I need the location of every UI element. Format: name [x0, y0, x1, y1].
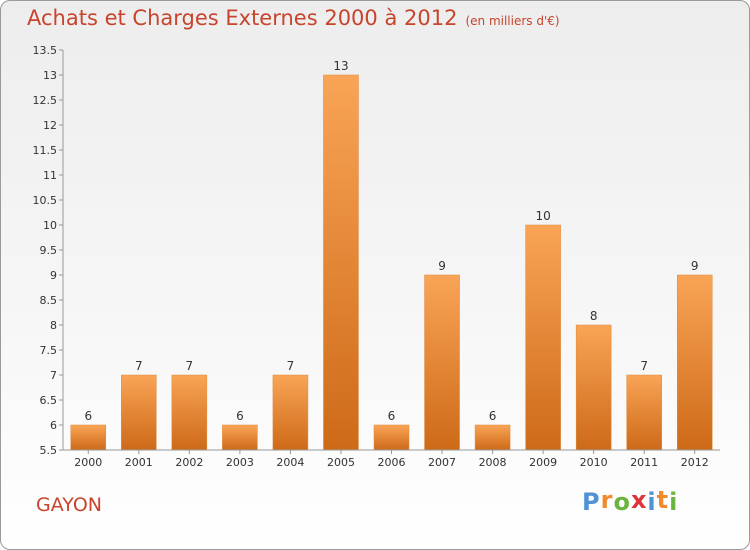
- bar-2010: [575, 324, 612, 451]
- data-label-2007: 9: [438, 259, 446, 273]
- chart-subtitle: (en milliers d'€): [465, 14, 560, 28]
- x-tick-label-2011: 2011: [630, 456, 658, 469]
- x-tick-label-2001: 2001: [125, 456, 153, 469]
- x-tick-label-2007: 2007: [428, 456, 456, 469]
- logo-letter: x: [630, 486, 648, 514]
- logo-letter: i: [669, 488, 679, 516]
- bar-2009: [525, 224, 561, 451]
- chart-title-text: Achats et Charges Externes 2000 à 2012: [27, 6, 458, 30]
- data-label-2006: 6: [388, 409, 396, 423]
- bar-2003: [222, 424, 258, 451]
- x-tick-label-2008: 2008: [479, 456, 507, 469]
- bar-2006: [373, 424, 410, 451]
- y-tick-label: 12: [43, 119, 57, 132]
- y-tick-label: 5.5: [40, 444, 58, 457]
- x-tick-label-2004: 2004: [276, 456, 304, 469]
- x-tick-label-2005: 2005: [327, 456, 355, 469]
- y-tick-label: 11: [43, 169, 57, 182]
- y-tick-label: 8.5: [40, 294, 58, 307]
- x-tick-label-2002: 2002: [175, 456, 203, 469]
- data-label-2002: 7: [186, 359, 194, 373]
- data-label-2008: 6: [489, 409, 497, 423]
- data-label-2004: 7: [287, 359, 295, 373]
- chart-title: Achats et Charges Externes 2000 à 2012 (e…: [27, 6, 560, 30]
- y-tick-label: 6: [50, 419, 57, 432]
- data-label-2011: 7: [640, 359, 648, 373]
- y-tick-label: 12.5: [33, 94, 58, 107]
- y-tick-label: 9.5: [40, 244, 58, 257]
- x-tick-label-2010: 2010: [580, 456, 608, 469]
- data-label-2003: 6: [236, 409, 244, 423]
- y-tick-label: 11.5: [33, 144, 58, 157]
- bar-2012: [676, 274, 713, 451]
- proxiti-logo: Proxiti: [582, 486, 679, 516]
- y-axis: 5.5 6 6.5 7 7.5 8 8.5 9 9.5 10 10.5 11 11.5 12 12.5 13 1…: [33, 44, 64, 457]
- bar-2011: [626, 374, 662, 451]
- bar-2007: [424, 274, 460, 451]
- y-tick-label: 10.5: [33, 194, 58, 207]
- y-tick-label: 13: [43, 69, 57, 82]
- y-tick-label: 7.5: [40, 344, 58, 357]
- y-tick-label: 10: [43, 219, 57, 232]
- place-name: GAYON: [36, 494, 102, 516]
- x-tick-label-2012: 2012: [681, 456, 709, 469]
- bar-2004: [272, 374, 309, 451]
- y-tick-label: 6.5: [40, 394, 58, 407]
- logo-letter: r: [600, 486, 614, 514]
- data-label-2012: 9: [691, 259, 699, 273]
- x-axis: 2000 2001 2002 2003 2004 2005 2006 2007 2008 2009…: [63, 449, 720, 469]
- y-tick-label: 7: [50, 369, 57, 382]
- bar-2002: [171, 374, 208, 451]
- x-tick-label-2003: 2003: [226, 456, 254, 469]
- data-label-2005: 13: [333, 59, 348, 73]
- logo-letter: o: [613, 488, 631, 516]
- logo-letter: P: [582, 488, 601, 516]
- bar-2000: [70, 424, 107, 451]
- data-label-2001: 7: [135, 359, 143, 373]
- y-tick-label: 13.5: [33, 44, 58, 57]
- bar-2008: [474, 424, 511, 451]
- logo-letter: t: [656, 486, 670, 514]
- data-label-2009: 10: [535, 209, 550, 223]
- y-tick-label: 8: [50, 319, 57, 332]
- x-tick-label-2006: 2006: [378, 456, 406, 469]
- x-tick-label-2009: 2009: [529, 456, 557, 469]
- y-tick-label: 9: [50, 269, 57, 282]
- data-label-2000: 6: [84, 409, 92, 423]
- bars: 6 7 7 6 7 13 6 9 6 10 8 7 9: [70, 59, 713, 451]
- x-tick-label-2000: 2000: [74, 456, 102, 469]
- bar-2005: [323, 74, 359, 451]
- bar-2001: [121, 374, 157, 451]
- logo-letter: i: [647, 488, 657, 516]
- data-label-2010: 8: [590, 309, 598, 323]
